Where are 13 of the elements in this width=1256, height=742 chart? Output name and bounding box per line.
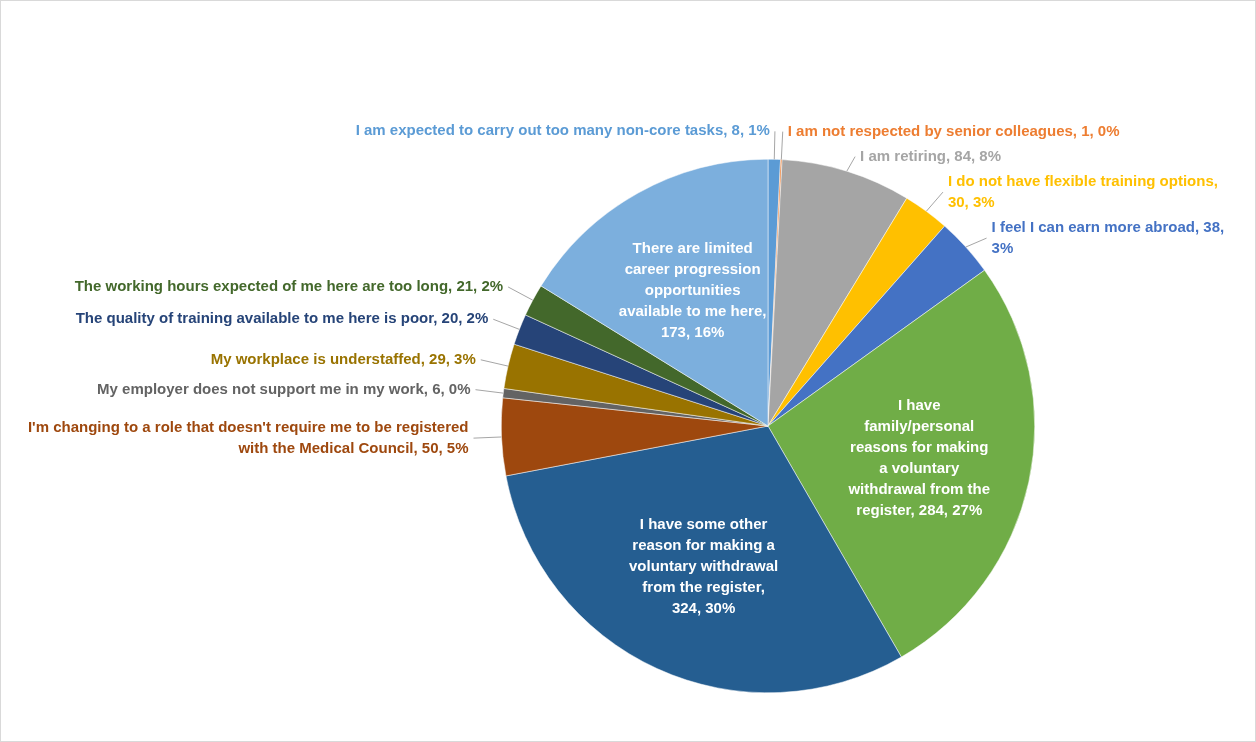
slice-label: I have family/personal reasons for making a voluntary withdrawal from the register, 284, 27% <box>847 396 991 519</box>
slice-label: The working hours expected of me here are too long, 21, 2% <box>74 277 504 295</box>
slice-label: I do not have flexible training options, 30, 3% <box>947 171 1218 210</box>
slice-label: I am retiring, 84, 8% <box>860 146 1002 164</box>
slice-label: I feel I can earn more abroad, 38, 3% <box>991 217 1225 256</box>
slice-label: My workplace is understaffed, 29, 3% <box>210 349 476 367</box>
slice-label: I am expected to carry out too many non-core tasks, 8, 1% <box>355 121 770 139</box>
slice-label: The quality of training available to me here is poor, 20, 2% <box>75 309 489 327</box>
slice-label: I am not respected by senior colleagues, 1, 0% <box>787 121 1120 139</box>
slice-label: There are limited career progression opportunities available to me here, 173, 16% <box>618 239 767 341</box>
slice-label: My employer does not support me in my work, 6, 0% <box>97 379 471 397</box>
slice-label: I'm changing to a role that doesn't require me to be registered with the Medical Council, 50, 5% <box>27 417 469 456</box>
slice-label: I have some other reason for making a voluntary withdrawal from the register, 324, 30% <box>628 514 779 616</box>
